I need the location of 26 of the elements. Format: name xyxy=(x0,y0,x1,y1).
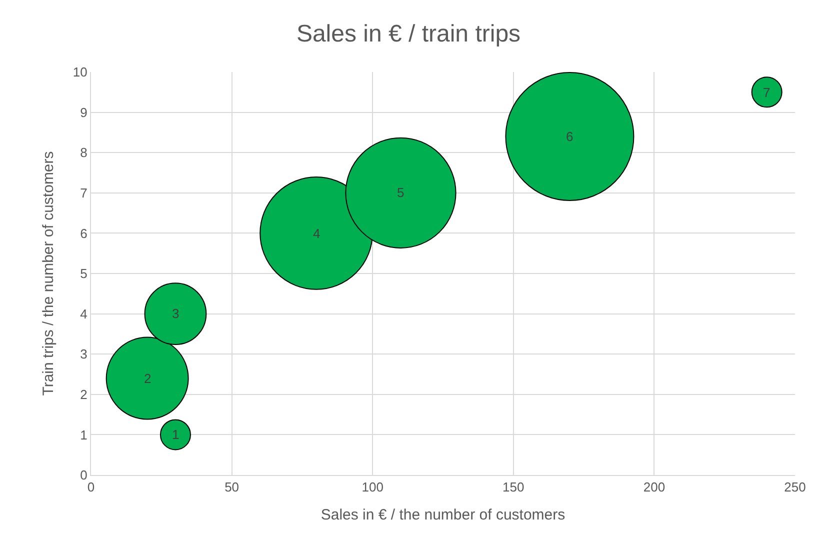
x-tick-label: 150 xyxy=(502,480,524,495)
y-tick-label: 6 xyxy=(80,226,88,241)
annotation: 4 xyxy=(313,226,320,241)
y-tick-label: 7 xyxy=(80,185,88,200)
y-tick-label: 1 xyxy=(80,427,88,442)
y-tick-label: 10 xyxy=(72,64,88,80)
annotation: 1 xyxy=(172,427,180,442)
y-tick-label: 5 xyxy=(80,266,88,282)
y-tick-label: 9 xyxy=(80,104,88,120)
y-tick-label: 2 xyxy=(80,386,88,402)
x-tick-label: 50 xyxy=(224,480,240,495)
x-axis-title: Sales in € / the number of customers xyxy=(320,506,566,524)
y-axis-title: Train trips / the number of customers xyxy=(40,151,58,396)
x-tick-label: 200 xyxy=(643,480,666,495)
y-tick-label: 8 xyxy=(80,145,88,160)
y-tick-label: 4 xyxy=(80,306,88,322)
annotation: 2 xyxy=(144,371,152,386)
annotation: 5 xyxy=(397,185,404,200)
annotation: 7 xyxy=(763,85,770,100)
chart-title: Sales in € / train trips xyxy=(296,20,521,48)
x-tick-label: 100 xyxy=(362,480,384,495)
annotation: 6 xyxy=(566,129,574,144)
y-tick-label: 0 xyxy=(80,468,88,483)
annotation: 3 xyxy=(172,306,180,321)
y-tick-label: 3 xyxy=(80,346,88,362)
x-tick-label: 250 xyxy=(784,480,806,495)
